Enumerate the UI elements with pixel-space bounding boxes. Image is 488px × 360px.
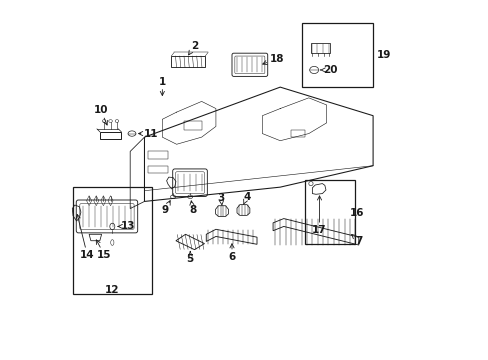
Bar — [290, 130, 305, 137]
Text: 9: 9 — [162, 201, 170, 215]
Text: 16: 16 — [349, 208, 364, 218]
Bar — [73, 187, 151, 294]
Text: 14: 14 — [76, 215, 95, 260]
Bar — [171, 56, 205, 67]
Text: 19: 19 — [376, 50, 390, 60]
Bar — [305, 180, 354, 244]
Text: 13: 13 — [118, 221, 135, 231]
Text: 18: 18 — [262, 54, 284, 64]
Text: 3: 3 — [217, 193, 224, 206]
Text: 6: 6 — [228, 244, 235, 262]
Bar — [148, 166, 167, 173]
Text: 10: 10 — [94, 105, 108, 125]
Text: 1: 1 — [159, 77, 165, 95]
Text: 11: 11 — [138, 129, 158, 139]
Text: 8: 8 — [189, 201, 196, 215]
Text: 5: 5 — [186, 252, 193, 264]
Bar — [310, 43, 329, 53]
Text: 17: 17 — [311, 196, 326, 235]
Text: 12: 12 — [105, 285, 120, 295]
Text: 15: 15 — [96, 240, 111, 260]
Bar — [148, 152, 167, 158]
Bar — [301, 23, 372, 87]
Text: 7: 7 — [351, 234, 362, 246]
Text: 2: 2 — [188, 41, 198, 55]
Text: 4: 4 — [243, 192, 250, 204]
Bar — [100, 132, 121, 139]
Bar — [183, 121, 201, 130]
Text: 20: 20 — [320, 65, 337, 75]
